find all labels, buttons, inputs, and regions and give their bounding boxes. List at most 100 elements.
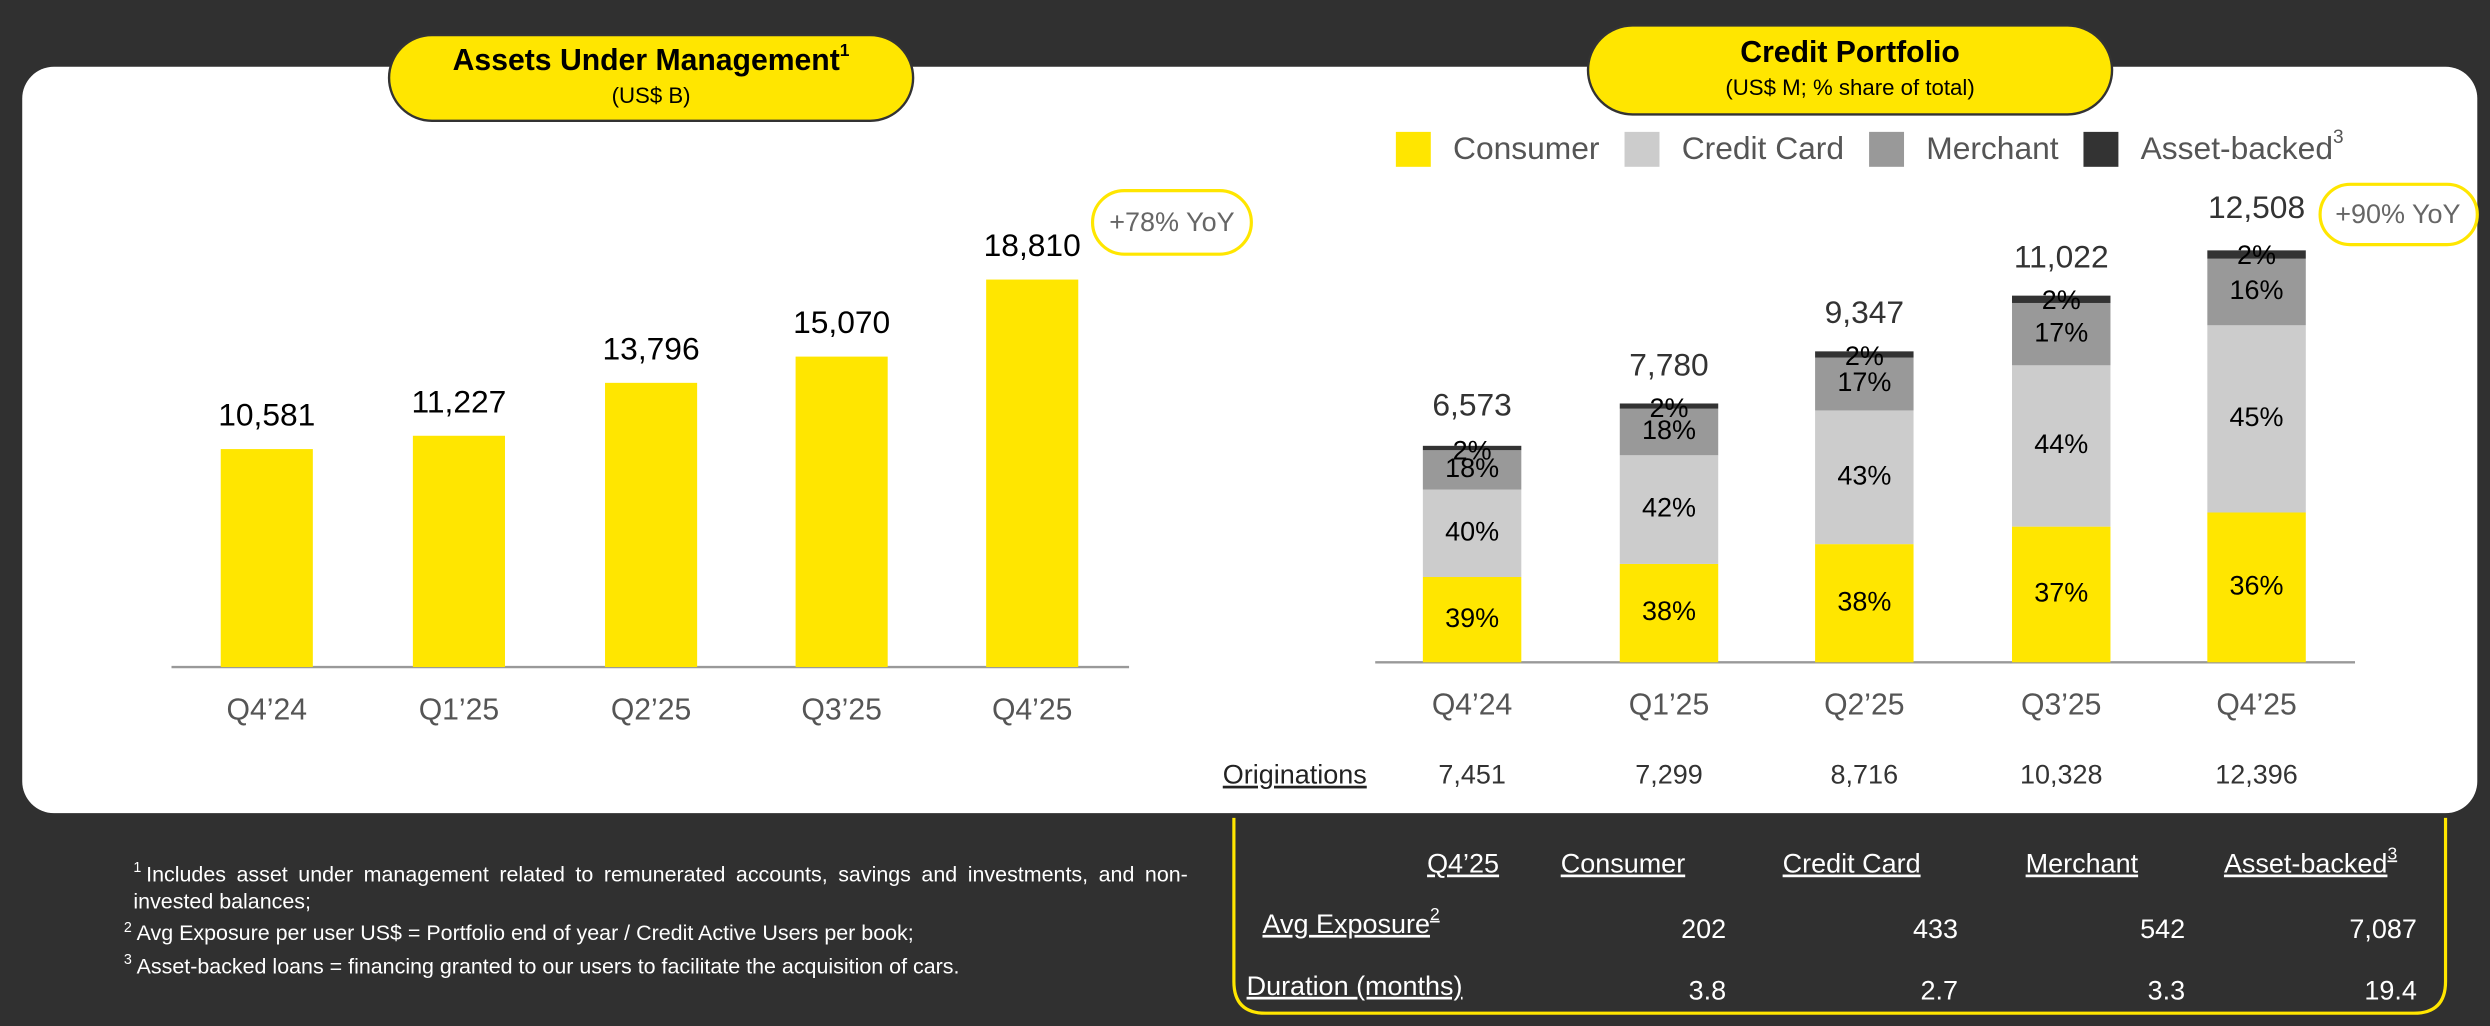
segment-label: 43% — [1837, 460, 1891, 490]
title-pill — [387, 33, 915, 122]
table-cell: 202 — [1681, 914, 1726, 944]
segment-label: 44% — [2034, 429, 2088, 459]
bar-segment — [2012, 365, 2111, 527]
annotation-pill — [1090, 189, 1253, 256]
x-tick-label: Q1’25 — [1629, 689, 1709, 722]
total-label: 7,780 — [1629, 346, 1708, 382]
originations-value: 7,451 — [1438, 760, 1506, 790]
header-text: Q4’25 — [1427, 849, 1499, 879]
footnote: 2 Avg Exposure per user US$ = Portfolio e… — [124, 914, 1188, 947]
segment-label: 2% — [1845, 341, 1884, 371]
bar-segment — [2207, 250, 2306, 259]
bar — [412, 435, 505, 668]
legend-swatch — [1395, 131, 1431, 167]
chart-title: Assets Under Management1 — [453, 39, 850, 76]
bar — [605, 382, 698, 668]
value-label: 11,227 — [412, 383, 507, 419]
legend-swatch — [1869, 131, 1905, 167]
table-header: Merchant — [2026, 849, 2139, 879]
bar-segment — [1422, 577, 1522, 663]
table-cell: 7,087 — [2349, 914, 2417, 944]
originations-value: 10,328 — [2020, 760, 2103, 790]
legend-text: Credit Card — [1682, 130, 1844, 166]
total-label: 12,508 — [2208, 189, 2305, 225]
table-header: Q4’25 — [1427, 849, 1499, 879]
value-label: 15,070 — [793, 304, 890, 340]
row-label: Avg Exposure2 — [1262, 903, 1439, 939]
header-note: 3 — [2387, 843, 2397, 863]
footnote-text: Includes asset under management related … — [133, 861, 1188, 913]
header-text: Consumer — [1561, 849, 1685, 879]
row-label-text: Duration (months) — [1247, 971, 1463, 1001]
segment-label: 2% — [1649, 393, 1688, 423]
row-label-text: Avg Exposure — [1262, 909, 1430, 939]
originations-value: 7,299 — [1635, 760, 1703, 790]
segment-label: 2% — [2042, 285, 2081, 315]
value-label: 18,810 — [984, 227, 1081, 263]
header-text: Credit Card — [1783, 849, 1921, 879]
bar — [986, 279, 1079, 668]
table-cell: 2.7 — [1921, 976, 1959, 1006]
table-frame — [1232, 817, 2448, 1015]
table-cell: 3.8 — [1689, 976, 1727, 1006]
table-cell: 542 — [2140, 914, 2185, 944]
bar-segment — [1422, 450, 1522, 490]
table-cell: 3.3 — [2148, 976, 2186, 1006]
x-tick-label: Q1’25 — [419, 693, 499, 726]
title-text: Assets Under Management — [453, 44, 840, 77]
chart-subtitle: (US$ B) — [612, 83, 691, 108]
table-cell: 433 — [1913, 914, 1958, 944]
segment-label: 42% — [1642, 493, 1696, 523]
legend-entry: Merchant — [1926, 130, 2059, 166]
legend-swatch — [2083, 131, 2119, 167]
bar-segment — [2207, 325, 2306, 513]
table-header: Consumer — [1561, 849, 1685, 879]
segment-label: 16% — [2230, 275, 2284, 305]
footnote: 1 Includes asset under management related… — [124, 854, 1188, 914]
segment-label: 37% — [2034, 578, 2088, 608]
x-tick-label: Q3’25 — [801, 693, 881, 726]
annotation: +90% YoY — [2335, 199, 2460, 229]
segment-label: 18% — [1642, 415, 1696, 445]
total-label: 6,573 — [1432, 386, 1511, 422]
footnote-mark: 1 — [133, 859, 142, 876]
segment-label: 38% — [1642, 596, 1696, 626]
table-cell: 19.4 — [2364, 976, 2417, 1006]
originations-value: 8,716 — [1831, 760, 1899, 790]
row-label: Duration (months) — [1247, 971, 1463, 1001]
footnote-mark: 3 — [123, 951, 132, 968]
legend-note: 3 — [2333, 127, 2344, 148]
footnotes: 1 Includes asset under management related… — [123, 854, 1188, 977]
total-label: 9,347 — [1825, 294, 1904, 330]
header-text: Asset-backed — [2224, 849, 2388, 879]
legend-entry: Asset-backed3 — [2141, 127, 2344, 166]
table: Q4’25 Consumer Credit Card Merchant Asset-ba… — [1247, 843, 2417, 1006]
bar-segment — [1815, 351, 1914, 358]
annotation: +78% YoY — [1109, 207, 1234, 237]
segment-label: 39% — [1445, 603, 1499, 633]
segment-label: 40% — [1445, 516, 1499, 546]
legend-entry: Credit Card — [1682, 130, 1844, 166]
bar-segment — [2012, 302, 2111, 366]
x-tick-label: Q3’25 — [2021, 689, 2101, 722]
bar-segment — [1619, 403, 1719, 409]
total-label: 11,022 — [2014, 239, 2109, 275]
bar-segment — [2207, 512, 2306, 663]
chart-title: Credit Portfolio — [1740, 36, 1959, 69]
x-tick-label: Q4’24 — [227, 693, 307, 726]
x-tick-label: Q4’25 — [992, 693, 1072, 726]
originations-label: Originations — [1223, 760, 1367, 790]
legend-entry: Consumer — [1453, 130, 1600, 166]
bar-segment — [1619, 455, 1719, 564]
bar-segment — [1422, 489, 1522, 578]
bar-segment — [1815, 357, 1914, 411]
bar-segment — [1815, 410, 1914, 545]
x-tick-label: Q2’25 — [1824, 689, 1904, 722]
value-label: 13,796 — [603, 330, 700, 366]
footnote-mark: 2 — [123, 918, 132, 935]
table-header: Asset-backed3 — [2224, 843, 2397, 879]
segment-label: 17% — [2034, 317, 2088, 347]
legend-swatch — [1624, 131, 1660, 167]
originations-value: 12,396 — [2215, 760, 2298, 790]
